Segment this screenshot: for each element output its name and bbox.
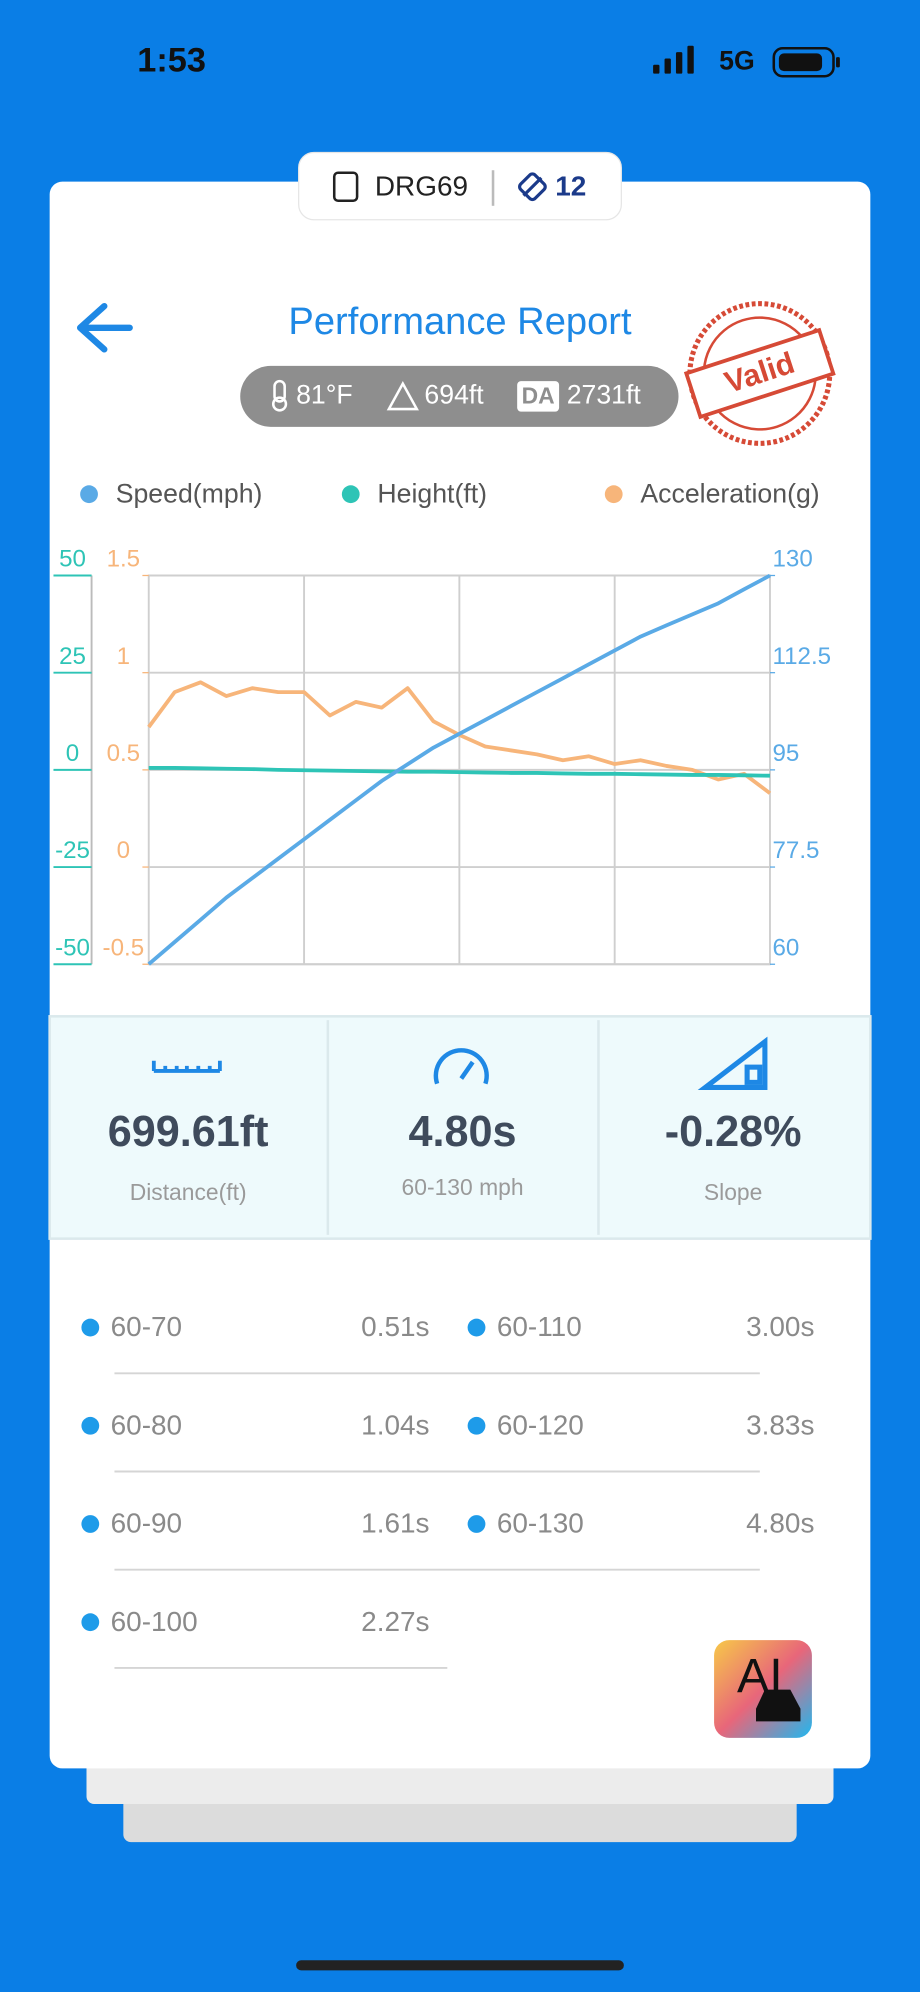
ai-button[interactable]: AI <box>708 1634 818 1744</box>
legend-dot <box>80 485 98 504</box>
slope-icon <box>697 1036 768 1091</box>
split-time: 0.51s <box>361 1311 429 1342</box>
device-icon <box>332 171 359 202</box>
status-time: 1:53 <box>137 41 206 79</box>
split-range: 60-80 <box>111 1409 182 1440</box>
altitude-icon <box>386 381 419 411</box>
split-time: 3.00s <box>746 1311 814 1342</box>
y-tick-label: 0 <box>66 740 79 767</box>
split-dot <box>467 1416 486 1435</box>
split-time: 4.80s <box>746 1508 814 1539</box>
home-indicator <box>296 1960 624 1971</box>
car-icon <box>756 1689 801 1722</box>
gauge-icon <box>433 1048 489 1085</box>
stat-value: 4.80s <box>409 1108 517 1156</box>
split-time: 3.83s <box>746 1409 814 1440</box>
stat-label: Distance(ft) <box>130 1179 247 1205</box>
series-line <box>147 573 771 966</box>
conditions-pill: 81°F 694ft DA 2731ft <box>240 365 679 427</box>
legend-dot <box>604 485 623 504</box>
legend-label: Speed(mph) <box>116 479 263 509</box>
split-dot <box>81 1515 100 1533</box>
split-dot <box>81 1416 100 1435</box>
stat-value: -0.28% <box>665 1108 802 1156</box>
status-network: 5G <box>719 45 755 75</box>
stat-label: 60-130 mph <box>402 1174 524 1200</box>
device-badge[interactable]: DRG69 12 <box>298 151 622 221</box>
density-altitude: 2731ft <box>567 379 642 409</box>
satellite-icon <box>518 172 547 202</box>
page-title: Performance Report <box>288 301 632 343</box>
legend-label: Height(ft) <box>377 479 487 509</box>
y2-tick-label: 77.5 <box>773 837 820 864</box>
split-time: 2.27s <box>361 1606 429 1637</box>
stats-panel: 699.61ft Distance(ft) 4.80s 60-130 mph -0.28… <box>48 1015 872 1240</box>
temperature: 81°F <box>296 379 353 409</box>
ruler-icon <box>151 1060 222 1073</box>
split-time: 1.04s <box>361 1409 429 1440</box>
y-tick-label: -50 <box>55 934 90 961</box>
series-line <box>148 766 771 778</box>
split-range: 60-120 <box>497 1409 584 1440</box>
split-range: 60-130 <box>497 1508 584 1539</box>
y2-tick-label: 112.5 <box>773 643 832 670</box>
altitude: 694ft <box>424 379 484 409</box>
y3-tick-label: 0 <box>117 837 130 864</box>
chart: Speed(mph) Height(ft) Acceleration(g) -50 -2… <box>53 479 832 966</box>
split-dot <box>467 1515 486 1533</box>
y2-tick-label: 95 <box>773 740 800 767</box>
y-tick-label: -25 <box>55 837 90 864</box>
plate: DRG69 <box>375 170 468 201</box>
back-button[interactable] <box>76 302 133 353</box>
split-dot <box>81 1318 100 1337</box>
y2-tick-label: 130 <box>773 546 813 573</box>
split-dot <box>467 1318 486 1337</box>
y3-tick-label: 1.5 <box>107 546 141 573</box>
legend-label: Acceleration(g) <box>640 479 819 509</box>
da-box <box>517 381 560 412</box>
y-tick-label: 50 <box>59 546 86 573</box>
thermometer-icon <box>271 379 288 412</box>
da-label: DA <box>522 383 555 409</box>
signal-icon <box>653 45 694 74</box>
valid-stamp: Valid <box>683 301 836 446</box>
split-time: 1.61s <box>361 1508 429 1539</box>
stat-label: Slope <box>704 1179 762 1205</box>
split-range: 60-90 <box>111 1508 182 1539</box>
y3-tick-label: -0.5 <box>103 934 145 961</box>
y3-tick-label: 1 <box>117 643 130 670</box>
splits-table: 60-70 0.51s 60-80 1.04s 60-90 1.61s 60-100 2.27… <box>81 1311 814 1669</box>
card <box>49 181 871 1769</box>
battery-icon <box>772 47 840 78</box>
y-tick-label: 25 <box>59 643 86 670</box>
satellite-count: 12 <box>555 170 586 201</box>
y3-tick-label: 0.5 <box>107 740 141 767</box>
y2-tick-label: 60 <box>773 934 800 961</box>
legend-dot <box>341 485 360 504</box>
stat-value: 699.61ft <box>108 1108 269 1156</box>
split-range: 60-100 <box>111 1606 198 1637</box>
split-range: 60-110 <box>497 1311 582 1342</box>
split-range: 60-70 <box>111 1311 182 1342</box>
split-dot <box>81 1613 100 1632</box>
